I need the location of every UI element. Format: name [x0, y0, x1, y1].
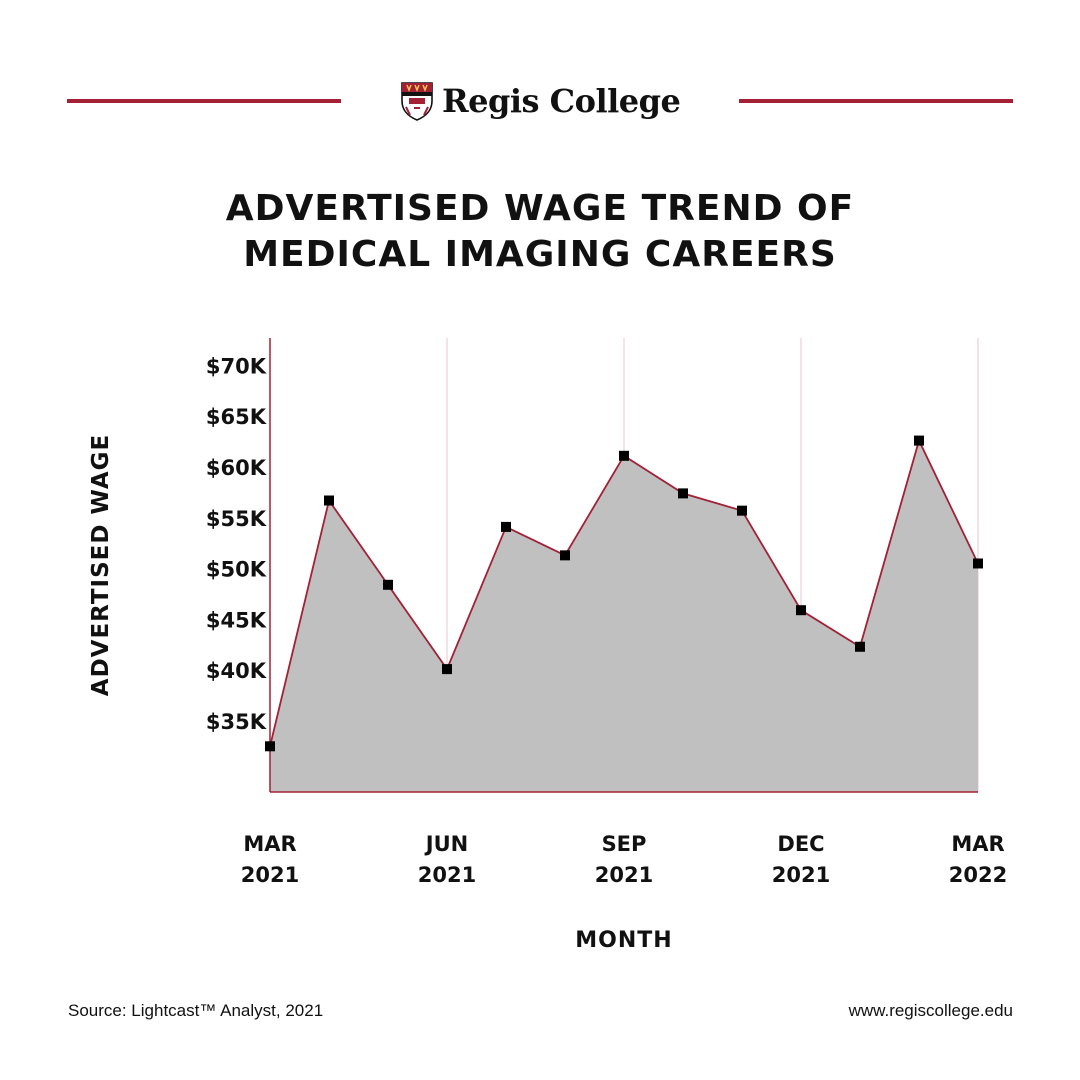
data-point: [678, 488, 688, 499]
y-tick-label: $60K: [206, 456, 267, 480]
website-url: www.regiscollege.edu: [848, 1001, 1013, 1020]
college-crest-icon: [401, 82, 433, 121]
x-tick-label-year: 2021: [241, 863, 299, 887]
x-tick-label: MAR: [951, 832, 1004, 856]
data-point: [914, 435, 924, 446]
data-point: [265, 741, 275, 752]
data-point: [619, 450, 629, 461]
data-point: [796, 605, 806, 616]
data-point: [501, 521, 511, 532]
y-tick-label: $45K: [206, 608, 267, 632]
x-tick-label: SEP: [602, 832, 647, 856]
x-tick-label-year: 2021: [418, 863, 476, 887]
x-tick-label: DEC: [777, 832, 824, 856]
data-point: [324, 495, 334, 506]
brand-logo: Regis College: [400, 78, 681, 124]
x-tick-label: JUN: [424, 832, 468, 856]
y-tick-label: $70K: [206, 354, 267, 378]
chart-title-line-1: ADVERTISED WAGE TREND OF: [225, 188, 855, 229]
x-tick-label-year: 2022: [949, 863, 1007, 887]
y-tick-label: $40K: [206, 659, 267, 683]
brand-name: Regis College: [442, 82, 681, 120]
data-point: [855, 641, 865, 652]
x-tick-label-year: 2021: [772, 863, 830, 887]
data-point: [442, 664, 452, 675]
y-axis-label-text: ADVERTISED WAGE: [88, 433, 114, 697]
x-tick-label-year: 2021: [595, 863, 653, 887]
source-note: Source: Lightcast™ Analyst, 2021: [68, 1001, 324, 1020]
y-tick-label: $50K: [206, 558, 267, 582]
data-point: [383, 579, 393, 590]
chart-title-line-2: MEDICAL IMAGING CAREERS: [243, 234, 837, 275]
header-rule-left: [67, 99, 341, 103]
y-tick-label: $35K: [206, 710, 267, 734]
data-point: [973, 558, 983, 569]
header-rule-right: [739, 99, 1013, 103]
chart-title: ADVERTISED WAGE TREND OF MEDICAL IMAGING…: [0, 186, 1080, 278]
data-point: [737, 505, 747, 516]
area-fill: [270, 440, 978, 792]
y-tick-label: $65K: [206, 405, 267, 429]
data-point: [560, 550, 570, 561]
y-tick-label: $55K: [206, 507, 267, 531]
x-axis-label: MONTH: [575, 928, 673, 953]
x-tick-label: MAR: [243, 832, 296, 856]
